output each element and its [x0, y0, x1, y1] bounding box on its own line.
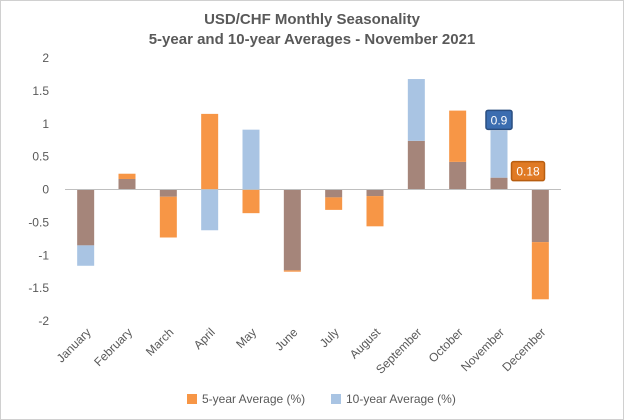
y-tick-label: 0: [42, 183, 49, 197]
bar-overlap-january: [77, 189, 95, 246]
bar-5yr-april: [201, 113, 219, 190]
y-tick-label: 1.5: [32, 84, 49, 98]
bar-10yr-april: [201, 189, 219, 231]
y-tick-label: -2: [38, 314, 49, 328]
bar-10yr-november: [490, 130, 508, 178]
legend-swatch-10yr: [331, 394, 341, 404]
bar-overlap-june: [283, 189, 301, 271]
bar-overlap-february: [118, 178, 136, 190]
x-category-label: May: [233, 325, 259, 351]
bar-5yr-august: [366, 196, 384, 227]
bar-overlap-november: [490, 177, 508, 190]
annotation-box: [485, 109, 513, 131]
x-category-label: July: [317, 325, 342, 350]
bar-series: [77, 79, 549, 300]
bar-overlap-july: [325, 189, 343, 198]
bar-10yr-september: [407, 79, 425, 141]
y-tick-label: 0.5: [32, 150, 49, 164]
bar-overlap-august: [366, 189, 384, 197]
annotation-value: 0.18: [516, 165, 540, 179]
y-tick-label: -1: [38, 248, 49, 262]
bar-overlap-september: [407, 140, 425, 190]
legend-swatch-5yr: [187, 394, 197, 404]
bar-10yr-january: [77, 245, 95, 266]
x-category-label: April: [191, 325, 218, 352]
x-category-label: June: [272, 325, 301, 354]
bar-5yr-december: [531, 242, 549, 300]
bar-5yr-february: [118, 173, 136, 179]
bar-5yr-may: [242, 189, 260, 214]
chart-title: USD/CHF Monthly Seasonality: [204, 11, 421, 28]
y-axis-ticks: -2 -1.5 -1 -0.5 0 0.5 1 1.5 2: [28, 51, 49, 328]
y-tick-label: 2: [42, 51, 49, 65]
chart-subtitle: 5-year and 10-year Averages - November 2…: [149, 31, 476, 48]
bar-5yr-july: [325, 197, 343, 210]
x-category-label: October: [426, 325, 466, 365]
annotation-box: [510, 160, 546, 182]
bar-5yr-march: [159, 196, 177, 238]
bar-5yr-june: [283, 270, 301, 272]
y-tick-label: -1.5: [28, 281, 49, 295]
legend-label-5yr: 5-year Average (%): [202, 392, 305, 406]
x-category-label: March: [143, 325, 176, 358]
x-category-label: August: [347, 325, 384, 362]
annotation-value: 0.9: [491, 113, 508, 127]
x-category-label: November: [458, 325, 507, 374]
y-tick-label: -0.5: [28, 215, 49, 229]
y-tick-label: 1: [42, 117, 49, 131]
bar-overlap-march: [159, 189, 177, 197]
bar-5yr-october: [449, 110, 467, 162]
x-category-label: December: [499, 325, 548, 374]
legend-label-10yr: 10-year Average (%): [346, 392, 456, 406]
chart-legend: 5-year Average (%) 10-year Average (%): [187, 392, 456, 406]
x-category-label: February: [91, 325, 135, 369]
data-annotations: 0.9 0.18: [485, 109, 546, 182]
bar-overlap-december: [531, 189, 549, 243]
x-category-label: January: [54, 325, 94, 365]
bar-overlap-october: [449, 161, 467, 190]
bar-10yr-may: [242, 129, 260, 190]
